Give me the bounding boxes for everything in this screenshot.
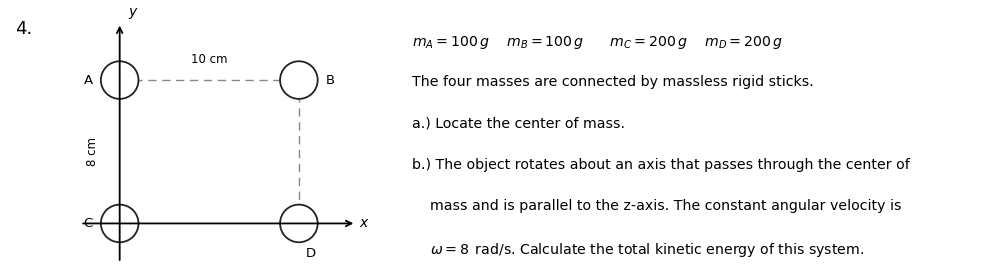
Circle shape xyxy=(101,205,139,242)
Text: 10 cm: 10 cm xyxy=(191,53,227,66)
Text: A: A xyxy=(83,74,93,87)
Text: B: B xyxy=(325,74,335,87)
Text: x: x xyxy=(360,216,368,230)
Text: a.) Locate the center of mass.: a.) Locate the center of mass. xyxy=(412,116,625,130)
Circle shape xyxy=(101,61,139,99)
Text: 8 cm: 8 cm xyxy=(86,137,99,166)
Text: 4.: 4. xyxy=(15,20,32,38)
Text: C: C xyxy=(83,217,93,230)
Circle shape xyxy=(280,205,317,242)
Text: y: y xyxy=(129,5,137,19)
Text: b.) The object rotates about an axis that passes through the center of: b.) The object rotates about an axis tha… xyxy=(412,158,910,172)
Text: D: D xyxy=(307,247,316,260)
Circle shape xyxy=(280,61,317,99)
Text: $m_A = 100\,g$    $m_B = 100\,g$      $m_C = 200\,g$    $m_D = 200\,g$: $m_A = 100\,g$ $m_B = 100\,g$ $m_C = 200… xyxy=(412,34,783,51)
Text: $\omega = 8\,$ rad/s. Calculate the total kinetic energy of this system.: $\omega = 8\,$ rad/s. Calculate the tota… xyxy=(430,241,864,259)
Text: The four masses are connected by massless rigid sticks.: The four masses are connected by massles… xyxy=(412,75,813,89)
Text: mass and is parallel to the z-axis. The constant angular velocity is: mass and is parallel to the z-axis. The … xyxy=(430,199,901,213)
